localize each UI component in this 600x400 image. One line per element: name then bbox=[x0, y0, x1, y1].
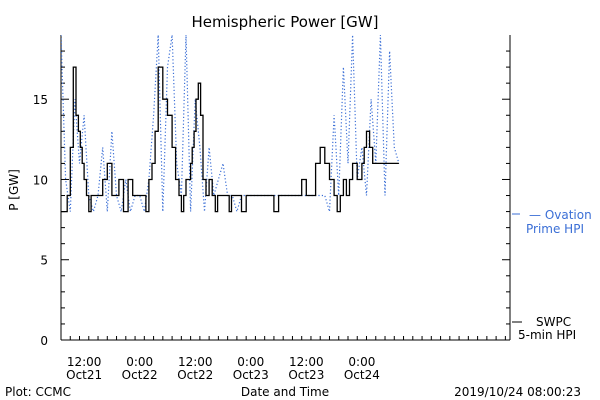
x-tick-label-date: Oct23 bbox=[233, 368, 269, 382]
swpc-legend-line2: 5-min HPI bbox=[518, 328, 576, 342]
x-tick-label-date: Oct24 bbox=[344, 368, 380, 382]
x-tick-label-time: 0:00 bbox=[126, 355, 153, 369]
x-tick-label-time: 0:00 bbox=[348, 355, 375, 369]
x-tick-label-time: 12:00 bbox=[178, 355, 213, 369]
series-layer bbox=[61, 35, 400, 214]
y-axis: 0 5 10 15 bbox=[33, 50, 510, 348]
x-axis-label: Date and Time bbox=[241, 385, 329, 399]
y-axis-label: P [GW] bbox=[7, 169, 21, 211]
x-tick-label-date: Oct22 bbox=[177, 368, 213, 382]
y-tick-label: 10 bbox=[33, 173, 48, 187]
x-axis: 12:00Oct210:00Oct2212:00Oct220:00Oct2312… bbox=[60, 336, 506, 382]
chart-title: Hemispheric Power [GW] bbox=[192, 13, 379, 31]
y-tick-label: 0 bbox=[40, 334, 48, 348]
plot-credit: Plot: CCMC bbox=[5, 385, 71, 399]
x-tick-label-time: 12:00 bbox=[67, 355, 102, 369]
x-tick-label-time: 12:00 bbox=[289, 355, 324, 369]
swpc-legend-line1: SWPC bbox=[536, 315, 571, 329]
y-tick-label: 5 bbox=[40, 254, 48, 268]
plot-timestamp: 2019/10/24 08:00:23 bbox=[454, 385, 581, 399]
x-tick-label-date: Oct22 bbox=[122, 368, 158, 382]
series-line-swpc bbox=[61, 66, 399, 213]
x-tick-label-date: Oct23 bbox=[288, 368, 324, 382]
plot-frame bbox=[60, 35, 511, 341]
ovation-legend-line1: — Ovation bbox=[529, 208, 592, 222]
x-tick-label-date: Oct21 bbox=[66, 368, 102, 382]
ovation-legend-line2: Prime HPI bbox=[526, 222, 584, 236]
x-tick-label-time: 0:00 bbox=[237, 355, 264, 369]
y-tick-label: 15 bbox=[33, 93, 48, 107]
